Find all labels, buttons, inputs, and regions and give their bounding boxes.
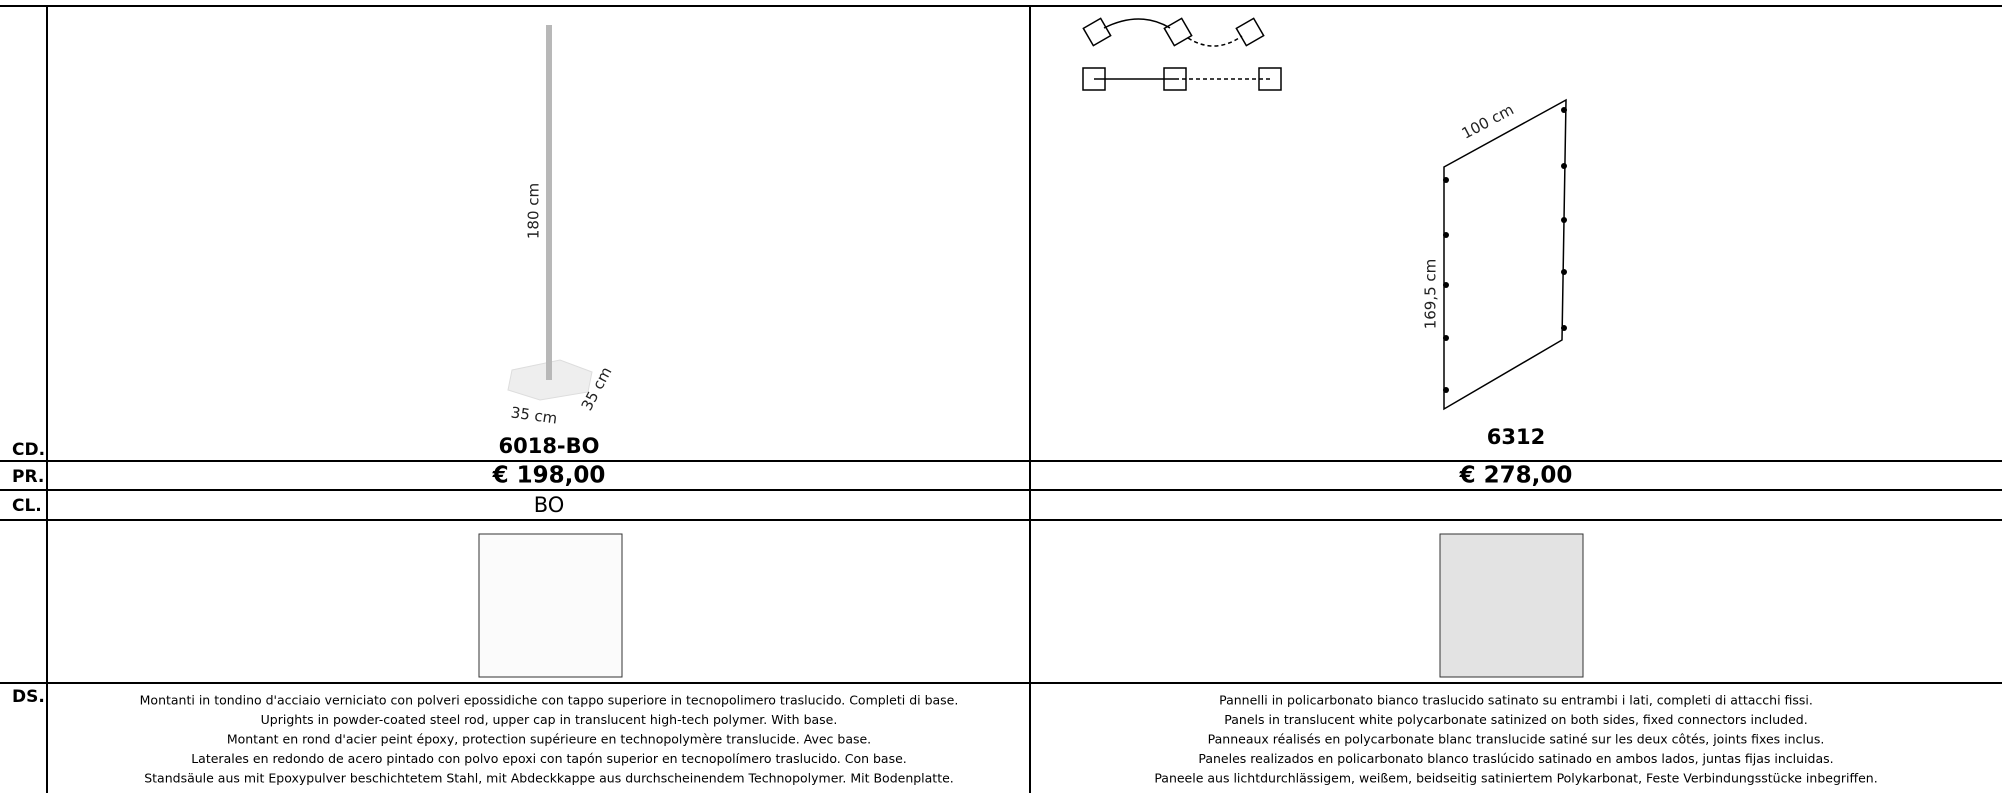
product-code: 6312 — [1487, 425, 1545, 449]
description-line: Montant en rond d'acier peint époxy, pro… — [227, 732, 871, 747]
description-line: Paneles realizados en policarbonato blan… — [1198, 751, 1833, 766]
description-line: Panneaux réalisés en polycarbonate blanc… — [1208, 732, 1825, 747]
product-class: BO — [534, 493, 565, 517]
dimension-label: 100 cm — [1459, 100, 1517, 142]
row-label: DS. — [12, 687, 45, 707]
row-label: PR. — [12, 467, 44, 487]
pole-drawing — [507, 25, 593, 401]
description-line: Pannelli in policarbonato bianco trasluc… — [1219, 693, 1813, 708]
dimension-label: 35 cm — [510, 403, 559, 427]
table-grid — [0, 5, 2002, 793]
product-price: € 278,00 — [1459, 463, 1573, 489]
row-label: CL. — [12, 496, 42, 516]
dimension-label: 169,5 cm — [1422, 259, 1440, 330]
description-line: Montanti in tondino d'acciaio verniciato… — [140, 693, 959, 708]
color-swatch — [478, 533, 623, 678]
description-line: Panels in translucent white polycarbonat… — [1224, 712, 1807, 727]
row-label: CD. — [12, 440, 45, 460]
panel-drawing — [1082, 17, 1567, 411]
description-line: Paneele aus lichtdurchlässigem, weißem, … — [1154, 771, 1877, 786]
product-price: € 198,00 — [492, 463, 606, 489]
product-code: 6018-BO — [498, 434, 599, 458]
color-swatch — [1439, 533, 1584, 678]
dimension-label: 180 cm — [525, 183, 543, 239]
description-line: Standsäule aus mit Epoxypulver beschicht… — [144, 771, 954, 786]
description-line: Laterales en redondo de acero pintado co… — [191, 751, 907, 766]
description-line: Uprights in powder-coated steel rod, upp… — [261, 712, 838, 727]
